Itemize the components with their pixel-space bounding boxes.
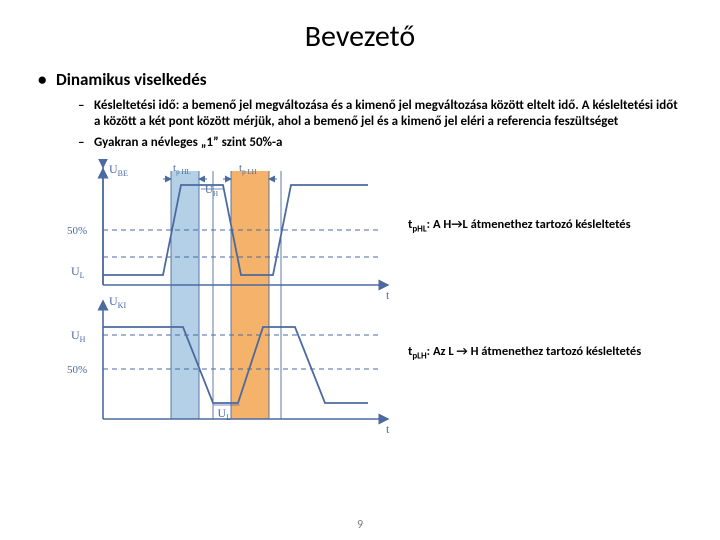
sub-bullet: Késleltetési idő: a bemenő jel megváltoz… bbox=[78, 98, 682, 131]
svg-text:UL: UL bbox=[71, 264, 85, 280]
svg-text:50%: 50% bbox=[67, 225, 87, 237]
bullet-main: •Dinamikus viselkedés bbox=[38, 69, 682, 90]
sub-bullet-list: Késleltetési idő: a bemenő jel megváltoz… bbox=[78, 98, 682, 151]
label-tphl: tpHL: A H→L átmenethez tartozó késleltet… bbox=[408, 217, 682, 235]
timing-diagram: UBE 50% UL tp HL UH tp LH t UKI UH 50% UL t bbox=[38, 159, 398, 454]
page-title: Bevezető bbox=[38, 18, 682, 55]
svg-text:tp HL: tp HL bbox=[173, 162, 191, 176]
svg-text:UH: UH bbox=[205, 184, 218, 198]
label-tplh: tpLH: Az L → H átmenethez tartozó késlel… bbox=[408, 344, 682, 362]
svg-text:50%: 50% bbox=[67, 364, 87, 376]
svg-text:UBE: UBE bbox=[109, 162, 128, 178]
bullet-main-text: Dinamikus viselkedés bbox=[56, 69, 207, 90]
svg-text:tp LH: tp LH bbox=[239, 162, 257, 176]
svg-text:t: t bbox=[386, 288, 390, 302]
svg-text:UKI: UKI bbox=[109, 294, 126, 310]
svg-text:t: t bbox=[386, 422, 390, 436]
page-number: 9 bbox=[0, 518, 720, 532]
svg-text:UL: UL bbox=[218, 406, 232, 422]
svg-text:UH: UH bbox=[71, 328, 86, 344]
sub-bullet: Gyakran a névleges „1” szint 50%-a bbox=[78, 135, 682, 151]
